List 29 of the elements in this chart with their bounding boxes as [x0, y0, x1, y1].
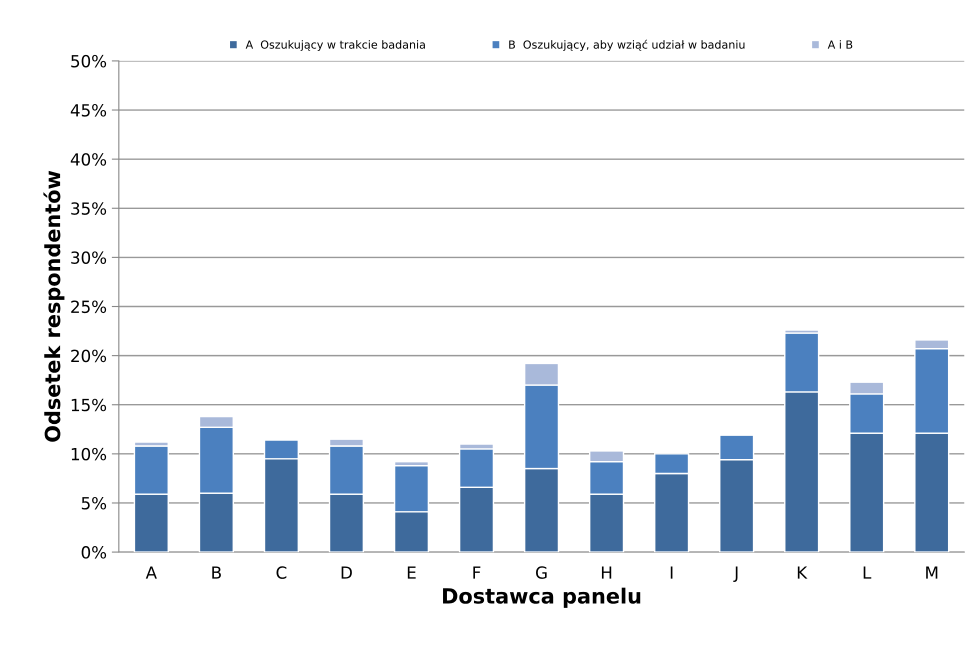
x-tick-label: G: [536, 566, 547, 579]
x-tick-label: C: [276, 566, 286, 579]
y-tick-label: 25%: [71, 300, 106, 314]
y-tick-label: 50%: [71, 54, 106, 68]
y-tick-label: 40%: [70, 153, 106, 166]
y-tick-label: 15%: [72, 398, 106, 412]
x-tick-label: M: [926, 566, 938, 579]
y-tick-label: 0%: [82, 546, 106, 559]
x-axis-title: Dostawca panelu: [443, 588, 640, 608]
x-tick-label: E: [408, 566, 416, 579]
legend-label: B Oszukujący, aby wziąć udział w badaniu: [509, 40, 744, 51]
x-tick-label: D: [342, 566, 352, 579]
y-axis-title: Odsetek respondentów: [43, 170, 64, 442]
legend-label: A Oszukujący w trakcie badania: [246, 40, 425, 51]
y-tick-label: 35%: [71, 202, 106, 215]
x-tick-label: H: [602, 566, 612, 579]
y-tick-label: 10%: [72, 448, 106, 460]
x-tick-label: I: [670, 566, 672, 579]
x-tick-label: K: [798, 566, 808, 579]
legend-label: A i B: [828, 40, 852, 49]
y-tick-label: 5%: [82, 496, 106, 510]
x-tick-label: J: [733, 566, 738, 582]
y-tick-label: 45%: [70, 104, 106, 117]
x-tick-label: A: [146, 566, 157, 579]
y-tick-label: 30%: [71, 251, 106, 264]
y-tick-label: 20%: [71, 350, 106, 362]
x-tick-label: B: [212, 566, 221, 579]
x-tick-label: L: [864, 566, 872, 579]
x-tick-label: F: [473, 566, 480, 579]
